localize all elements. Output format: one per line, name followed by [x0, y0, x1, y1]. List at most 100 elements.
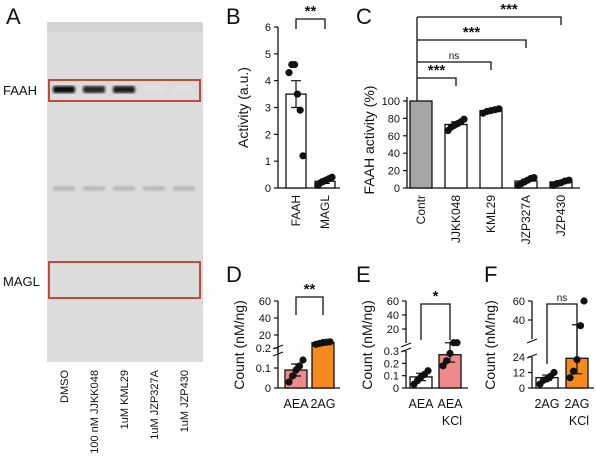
data-point — [296, 106, 304, 114]
y-tick-label: 40 — [387, 310, 399, 322]
gel-lane-label: 1uM JZP430 — [179, 370, 191, 432]
axis-break-mark — [526, 338, 538, 344]
data-point — [576, 322, 585, 330]
data-point — [293, 90, 301, 98]
panel-letter-f: F — [484, 262, 497, 287]
comparison-line — [417, 61, 492, 70]
significance-bracket: ns — [546, 293, 578, 364]
panel-letter-a: A — [6, 4, 21, 29]
y-axis-label: Count (nM/ng) — [231, 300, 247, 389]
y-tick-label: 20 — [259, 330, 271, 342]
data-point — [326, 338, 334, 346]
data-point — [424, 367, 432, 375]
data-point — [328, 173, 336, 181]
y-tick-label: 0.2 — [384, 358, 399, 370]
significance-bracket-line — [295, 18, 326, 29]
y-tick-label: 12 — [513, 368, 525, 380]
magl-highlight-box — [48, 261, 201, 299]
significance-bracket: ** — [295, 281, 324, 315]
faah-band — [173, 86, 195, 93]
panel-f-chart: 0 12 24 40 60 Count (nM/ng) 2AG 2AG KCl ns — [482, 293, 594, 428]
y-tick-label: 0.1 — [384, 371, 399, 383]
data-point — [288, 372, 297, 380]
x-category-label: KML29 — [484, 195, 498, 233]
faah-band — [53, 86, 75, 93]
y-tick-label: 40 — [259, 313, 271, 325]
y-tick-label: 0 — [265, 383, 271, 395]
y-tick-label: 2 — [265, 129, 271, 141]
faint-band — [83, 186, 105, 191]
gel-lane-label: 1uM JZP327A — [149, 369, 161, 439]
data-point — [550, 368, 558, 377]
data-point — [446, 349, 454, 358]
data-point — [565, 176, 573, 184]
x-category-label-line2: KCl — [569, 414, 589, 428]
significance-bracket: * — [420, 288, 451, 340]
faint-band — [113, 186, 135, 191]
y-tick-label: 40 — [513, 315, 525, 327]
gel-lane-label: DMSO — [59, 370, 71, 403]
gel-lane-labels: DMSO 100 nM JJKK048 1uM KML29 1uM JZP327A 1u… — [59, 369, 191, 453]
x-category-label: MAGL — [318, 195, 332, 229]
faah-band — [113, 86, 135, 93]
gel-faint-bands — [53, 186, 195, 191]
significance-bracket-line — [420, 303, 451, 340]
data-point — [580, 297, 588, 305]
data-point — [295, 362, 304, 370]
x-category-label: AEA — [283, 397, 309, 411]
faint-band — [53, 186, 75, 191]
data-point — [442, 357, 451, 365]
data-point — [569, 367, 578, 375]
y-tick-label: 3 — [265, 103, 271, 115]
gel-background — [47, 22, 203, 362]
y-tick-label: 0 — [265, 183, 271, 195]
data-point — [299, 356, 307, 364]
data-point — [460, 115, 468, 123]
significance-label: *** — [500, 1, 518, 18]
y-tick-label: 0.3 — [384, 346, 399, 358]
data-point — [285, 378, 293, 386]
bar — [311, 341, 335, 389]
x-category-label: AEA — [437, 397, 463, 411]
gel-lane-label: 1uM KML29 — [119, 370, 131, 429]
comparison-line — [417, 39, 527, 48]
x-category-label: AEA — [408, 397, 434, 411]
gel-lane-label: 100 nM JJKK048 — [89, 370, 101, 454]
y-tick-label: 20 — [388, 166, 400, 178]
x-category-label: 2AG — [564, 397, 589, 411]
x-category-label: 2AG — [534, 397, 559, 411]
y-tick-label: 60 — [388, 131, 400, 143]
panel-letter-e: E — [356, 262, 371, 287]
y-tick-label: 60 — [387, 296, 399, 308]
panel-d-chart: 0 0.1 0.220 40 60 Count (nM/ng) AEA 2AG ** — [231, 281, 340, 411]
gel-panel: FAAH MAGL DMSO 100 nM JJKK048 1uM KML29 1uM… — [3, 22, 203, 454]
y-tick-label: 4 — [265, 76, 271, 88]
significance-bracket: ** — [295, 3, 326, 29]
data-point — [299, 152, 307, 160]
comparison-line — [417, 16, 562, 25]
data-point — [495, 105, 503, 113]
significance-bracket-line — [546, 303, 578, 364]
significance-label: ns — [449, 51, 460, 62]
faint-band — [173, 186, 195, 191]
gel-faah-bands — [53, 86, 195, 93]
data-point — [530, 173, 538, 182]
faah-highlight-box — [48, 79, 201, 102]
axis-break-mark — [400, 342, 412, 348]
data-point — [291, 60, 299, 69]
faah-band-label: FAAH — [3, 83, 37, 98]
x-category-label: JJKK048 — [449, 195, 463, 243]
y-axis-label: Count (nM/ng) — [482, 300, 498, 389]
y-tick-label: 5 — [265, 49, 271, 61]
significance-label: *** — [463, 24, 481, 41]
x-category-label: Contr — [414, 195, 428, 224]
y-tick-label: 80 — [388, 113, 400, 125]
bar — [479, 109, 503, 189]
faint-band — [143, 186, 165, 191]
y-tick-label: 20 — [387, 324, 399, 336]
panel-b-chart: 0 1 2 3 4 5 6 Activity (a.u.) FAAH MAGL ** — [235, 3, 340, 229]
significance-label: ** — [305, 3, 317, 20]
x-category-label: JZP430 — [554, 195, 568, 237]
y-tick-label: 100 — [382, 96, 400, 108]
